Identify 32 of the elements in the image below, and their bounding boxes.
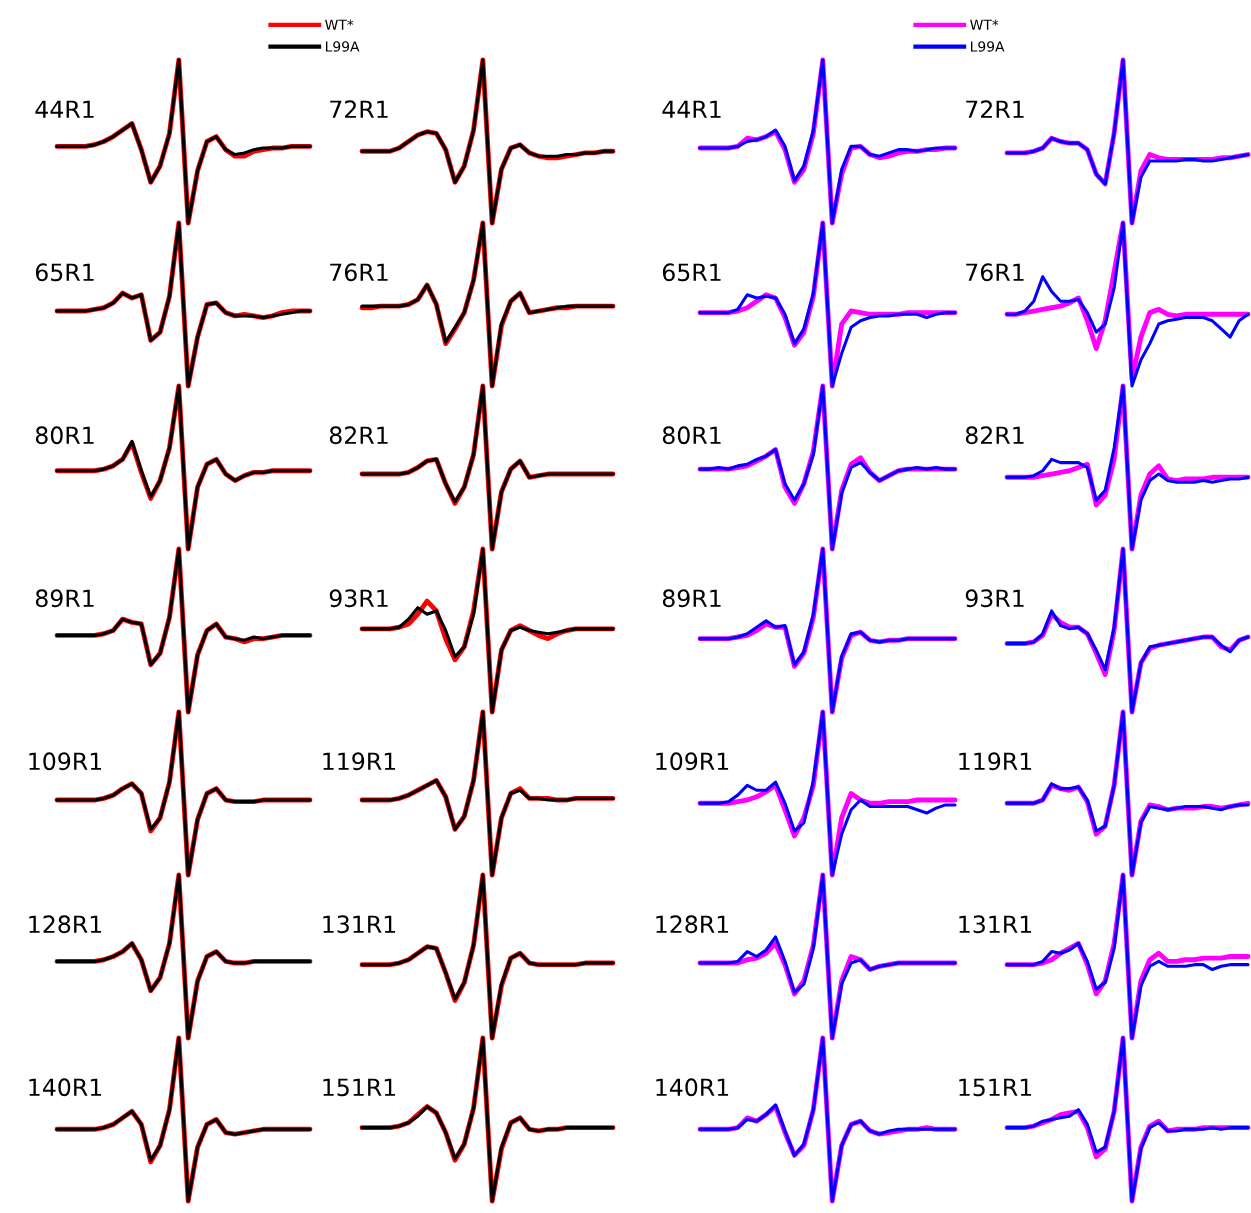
text: 128R1 [29, 915, 102, 934]
text: 44R1 [35, 100, 94, 118]
legend-label: WT* [970, 19, 999, 30]
text: 72R1 [330, 100, 388, 118]
text: 131R1 [959, 915, 1032, 934]
text: 65R1 [662, 263, 721, 282]
text: 151R1 [323, 1078, 396, 1097]
text: 93R1 [965, 589, 1024, 608]
text: 119R1 [959, 752, 1032, 771]
text: 128R1 [656, 915, 729, 934]
text: 76R1 [330, 263, 388, 282]
text: 140R1 [656, 1078, 729, 1097]
text: 65R1 [35, 263, 94, 282]
text: 151R1 [959, 1078, 1032, 1097]
text: 82R1 [329, 426, 388, 445]
text: 140R1 [29, 1078, 102, 1097]
text: 76R1 [966, 263, 1024, 282]
text: 80R1 [662, 426, 721, 445]
text: 119R1 [323, 752, 396, 771]
text: 89R1 [662, 589, 721, 608]
text: 131R1 [323, 915, 396, 934]
legend-label: L99A [970, 41, 1005, 52]
text: 72R1 [966, 100, 1024, 118]
text: 44R1 [662, 100, 721, 118]
text: 89R1 [35, 589, 94, 608]
text: 109R1 [29, 752, 102, 771]
text: 80R1 [35, 426, 94, 445]
text: 93R1 [329, 589, 388, 608]
text: 82R1 [965, 426, 1024, 445]
text: 109R1 [656, 752, 729, 771]
legend-label: WT* [325, 19, 354, 30]
legend-label: L99A [325, 41, 360, 52]
